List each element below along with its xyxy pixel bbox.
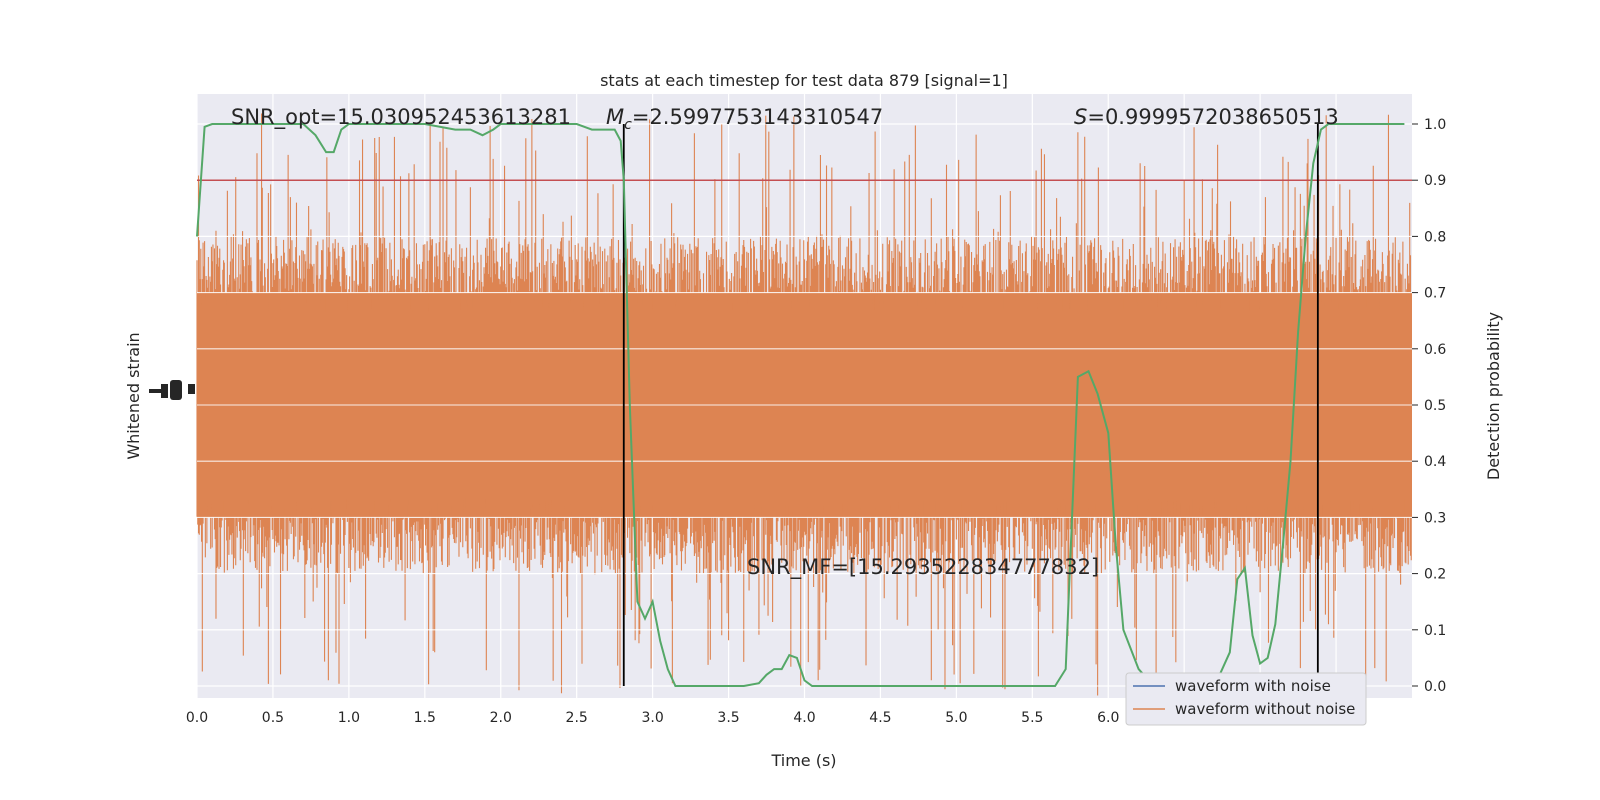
x-axis-label: Time (s): [770, 751, 836, 770]
y-axis-label-right: Detection probability: [1484, 312, 1503, 480]
x-tick-label: 3.0: [641, 710, 663, 726]
legend-label-without-noise: waveform without noise: [1175, 700, 1355, 718]
x-tick-label: 4.0: [793, 710, 815, 726]
s-annotation: S=0.9999572038650513: [1074, 105, 1339, 129]
legend-box: [1125, 672, 1367, 726]
x-tick-label: 2.0: [490, 710, 512, 726]
right-tick-label: 0.2: [1424, 567, 1446, 583]
legend: waveform with noise waveform without noi…: [1125, 672, 1367, 726]
x-tick-label: 5.0: [945, 710, 967, 726]
right-tick-label: 0.3: [1424, 510, 1446, 526]
right-tick-labels: 0.0 0.1 0.2 0.3 0.4 0.5 0.6 0.7 0.8 0.9 1.0: [1412, 117, 1446, 695]
x-tick-label: 6.0: [1097, 710, 1119, 726]
x-tick-label: 0.0: [186, 710, 208, 726]
right-tick-label: 0.1: [1424, 623, 1446, 639]
snr-mf-annotation: SNR_MF=[15.293522834777832]: [747, 555, 1099, 580]
right-tick-label: 0.0: [1424, 679, 1446, 695]
chirp-mass-annotation: Mc=2.5997753143310547: [606, 105, 883, 133]
x-tick-label: 0.5: [262, 710, 284, 726]
x-tick-label: 2.5: [566, 710, 588, 726]
overlays: [196, 123, 1412, 687]
legend-label-with-noise: waveform with noise: [1175, 677, 1331, 695]
x-tick-label: 4.5: [869, 710, 891, 726]
right-tick-label: 0.9: [1424, 173, 1446, 189]
x-tick-label: 1.0: [338, 710, 360, 726]
snr-opt-annotation: SNR_opt=15.030952453613281: [231, 105, 571, 130]
x-tick-label: 5.5: [1021, 710, 1043, 726]
detection-probability-line: [196, 123, 1405, 687]
right-tick-label: 0.7: [1424, 286, 1446, 302]
right-tick-label: 0.8: [1424, 229, 1446, 245]
x-tick-label: 1.5: [414, 710, 436, 726]
waveform-without-noise-line: [196, 113, 1412, 696]
x-tick-label: 3.5: [717, 710, 739, 726]
left-tick-glyphs: [149, 380, 195, 400]
right-tick-label: 0.5: [1424, 398, 1446, 414]
right-tick-label: 0.6: [1424, 342, 1446, 358]
chart-title: stats at each timestep for test data 879…: [600, 71, 1008, 90]
right-tick-label: 0.4: [1424, 454, 1446, 470]
y-axis-label-left: Whitened strain: [124, 332, 143, 459]
right-tick-label: 1.0: [1424, 117, 1446, 133]
